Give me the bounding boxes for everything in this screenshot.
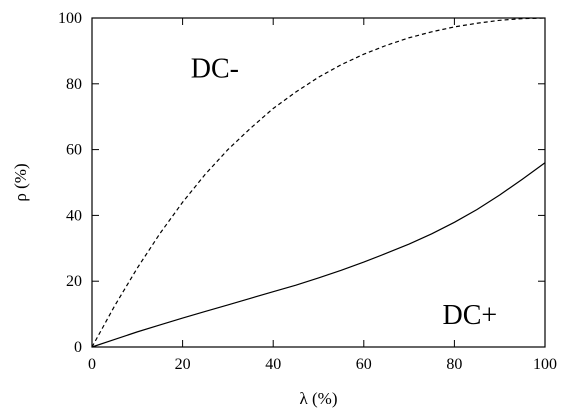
plot-frame [91, 17, 546, 348]
tick-labels-group: 0 20 40 60 80 100 0 20 40 60 80 100 [58, 10, 557, 373]
x-tick-label: 60 [356, 356, 372, 373]
y-axis-label: ρ (%) [11, 163, 30, 201]
x-tick-label: 80 [446, 356, 462, 373]
series-line-solid [91, 162, 546, 348]
y-tick-label: 40 [66, 207, 82, 224]
x-tick-label: 40 [265, 356, 281, 373]
series-line-dashed [91, 17, 546, 348]
y-tick-label: 80 [66, 76, 82, 93]
x-tick-label: 20 [175, 356, 191, 373]
x-tick-label: 0 [88, 356, 96, 373]
x-axis-label: λ (%) [300, 389, 338, 408]
ticks-group [91, 17, 546, 348]
x-tick-label: 100 [533, 356, 557, 373]
annotation-dc-minus: DC- [191, 53, 239, 84]
y-tick-label: 100 [58, 10, 82, 27]
y-tick-label: 60 [66, 142, 82, 159]
y-tick-label: 0 [74, 339, 82, 356]
series-group [91, 17, 546, 348]
annotation-dc-plus: DC+ [443, 300, 498, 331]
y-tick-label: 20 [66, 273, 82, 290]
